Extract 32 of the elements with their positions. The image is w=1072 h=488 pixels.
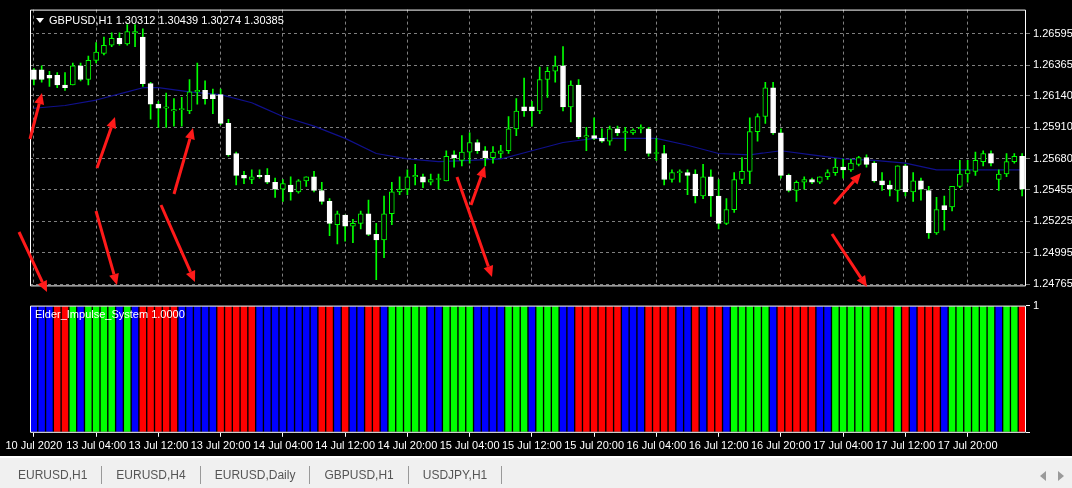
text: GBPUSD,H1 bbox=[310, 466, 409, 484]
y-tick-label: 1.26140 bbox=[1033, 88, 1072, 101]
x-tick-label: 14 Jul 12:00 bbox=[315, 439, 376, 452]
y-tick-label: 1 bbox=[1033, 298, 1040, 311]
x-tick-label: 13 Jul 20:00 bbox=[190, 439, 251, 452]
x-tick-label: 13 Jul 12:00 bbox=[128, 439, 189, 452]
x-tick-label: 16 Jul 04:00 bbox=[626, 439, 687, 452]
x-tick-label: 17 Jul 20:00 bbox=[937, 439, 998, 452]
chart-title: GBPUSD,H1 1.30312 1.30439 1.30274 1.30385 bbox=[49, 14, 284, 26]
y-tick-label: 1.26365 bbox=[1033, 58, 1072, 71]
y-tick-label: 1.26595 bbox=[1033, 26, 1072, 39]
y-tick-label: 1.25910 bbox=[1033, 120, 1072, 133]
x-tick-label: 13 Jul 04:00 bbox=[66, 439, 127, 452]
text: EURUSD,H4 bbox=[102, 466, 201, 484]
x-tick-label: 16 Jul 20:00 bbox=[750, 439, 811, 452]
x-tick-label: 15 Jul 04:00 bbox=[439, 439, 500, 452]
y-tick-label: 1.25680 bbox=[1033, 151, 1072, 164]
x-tick-label: 10 Jul 2020 bbox=[5, 439, 63, 452]
x-tick-label: 14 Jul 20:00 bbox=[377, 439, 438, 452]
y-tick-label: 1.25225 bbox=[1033, 214, 1072, 227]
y-tick-label: 1.24765 bbox=[1033, 277, 1072, 290]
x-tick-label: 15 Jul 12:00 bbox=[501, 439, 562, 452]
y-tick-label: 1.24995 bbox=[1033, 245, 1072, 258]
y-tick-label: 1.25455 bbox=[1033, 182, 1072, 195]
x-tick-label: 14 Jul 04:00 bbox=[252, 439, 313, 452]
text: USDJPY,H1 bbox=[408, 466, 503, 484]
x-tick-label: 15 Jul 20:00 bbox=[564, 439, 625, 452]
text: EURUSD,H1 bbox=[4, 466, 103, 484]
x-tick-label: 16 Jul 12:00 bbox=[688, 439, 749, 452]
x-tick-label: 17 Jul 04:00 bbox=[813, 439, 874, 452]
x-tick-label: 17 Jul 12:00 bbox=[875, 439, 936, 452]
text: EURUSD,Daily bbox=[200, 466, 311, 484]
